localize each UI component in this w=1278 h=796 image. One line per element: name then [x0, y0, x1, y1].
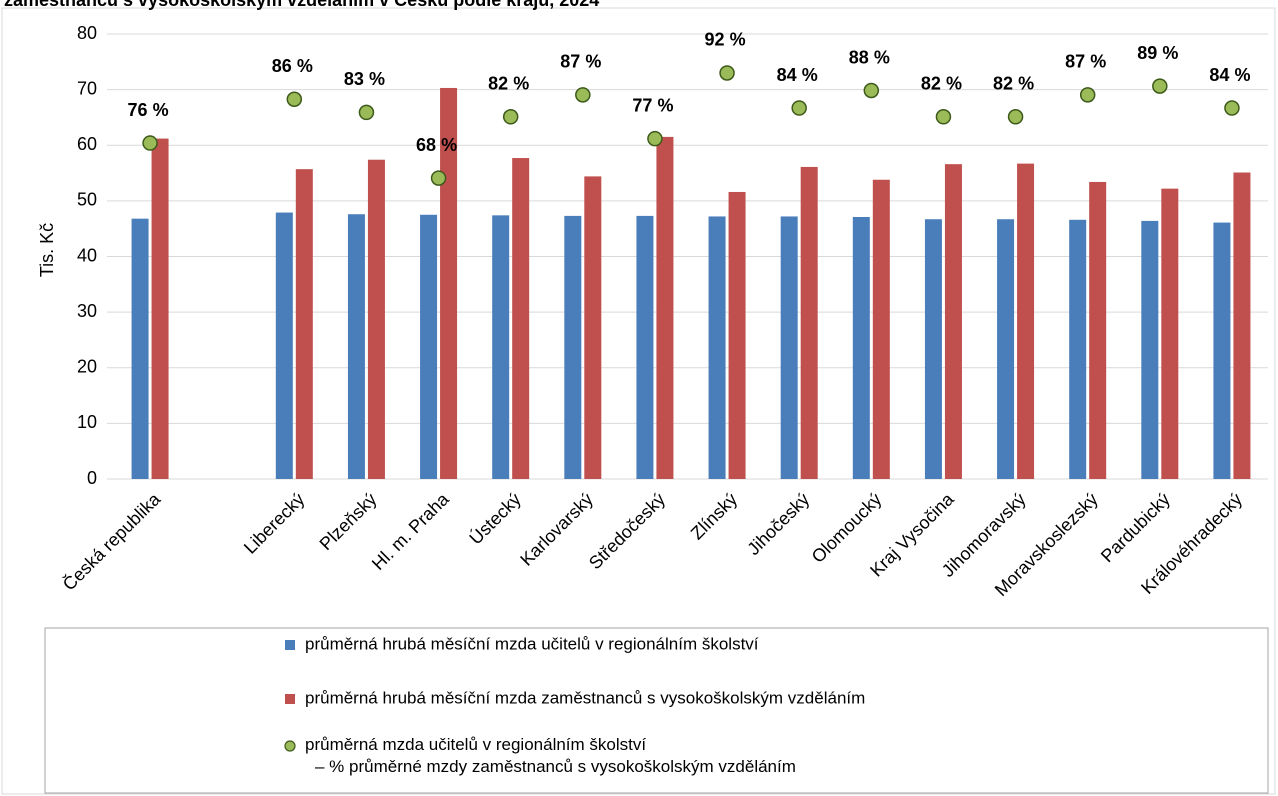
- x-tick-label: Liberecký: [240, 489, 309, 558]
- legend-label: průměrná hrubá měsíční mzda učitelů v re…: [305, 634, 759, 653]
- y-tick-label: 70: [77, 78, 97, 98]
- bar: [295, 169, 313, 479]
- data-label: 68 %: [416, 135, 457, 155]
- bar: [1233, 172, 1251, 479]
- data-label: 92 %: [705, 30, 746, 50]
- y-tick-label: 50: [77, 190, 97, 210]
- data-label: 82 %: [993, 74, 1034, 94]
- marker: [1224, 100, 1240, 116]
- bar: [1213, 222, 1231, 479]
- bar: [780, 216, 798, 479]
- bar: [708, 216, 726, 479]
- marker: [575, 87, 591, 103]
- marker: [647, 130, 663, 147]
- legend-label: průměrná hrubá měsíční mzda zaměstnanců …: [305, 688, 865, 707]
- marker: [358, 104, 375, 121]
- data-label: 88 %: [849, 47, 890, 67]
- bar: [656, 136, 674, 479]
- marker: [1007, 109, 1024, 125]
- bar: [728, 191, 746, 479]
- y-tick-label: 80: [77, 23, 97, 43]
- legend-label: průměrná mzda učitelů v regionálním škol…: [305, 735, 796, 776]
- legend-marker: [285, 694, 295, 704]
- bar: [852, 217, 870, 479]
- x-tick-label: Ústecký: [465, 488, 525, 548]
- bar: [151, 138, 169, 479]
- bar: [492, 215, 510, 479]
- bar: [512, 158, 530, 479]
- data-label: 87 %: [1065, 52, 1106, 72]
- y-tick-label: 40: [77, 245, 97, 265]
- data-label: 77 %: [632, 95, 673, 115]
- marker: [719, 65, 735, 81]
- bar: [800, 166, 818, 479]
- data-label: 89 %: [1137, 43, 1178, 63]
- x-tick-label: Pardubický: [1097, 489, 1174, 566]
- marker: [1079, 87, 1096, 103]
- y-tick-label: 10: [77, 412, 97, 432]
- data-label: 84 %: [1209, 65, 1250, 85]
- marker: [1152, 78, 1168, 94]
- data-label: 84 %: [777, 65, 818, 85]
- bar: [1089, 181, 1107, 479]
- bar: [584, 176, 602, 479]
- bar: [564, 215, 582, 480]
- marker: [502, 109, 519, 125]
- legend-marker: [284, 740, 296, 752]
- data-label: 86 %: [272, 56, 313, 76]
- bar: [1161, 188, 1179, 479]
- bar: [367, 159, 385, 479]
- bar: [131, 218, 149, 480]
- bar: [997, 219, 1015, 479]
- bar: [347, 214, 365, 479]
- y-tick-label: 0: [87, 468, 97, 488]
- bar: [1141, 220, 1159, 479]
- bar: [636, 215, 654, 480]
- y-tick-label: 30: [77, 301, 97, 321]
- x-tick-label: Jihočeský: [743, 489, 813, 559]
- bar: [440, 87, 458, 480]
- marker: [863, 82, 880, 99]
- bar: [872, 179, 890, 480]
- data-label: 82 %: [921, 74, 962, 94]
- y-tick-label: 60: [77, 134, 97, 154]
- chart-border: [1, 7, 1276, 795]
- marker: [142, 135, 158, 151]
- y-axis-label: Tis. Kč: [37, 223, 57, 277]
- bar: [1017, 163, 1035, 479]
- bar: [924, 219, 942, 479]
- x-tick-label: Hl. m. Praha: [368, 488, 454, 574]
- marker: [935, 109, 952, 125]
- x-tick-label: Olomoucký: [808, 489, 886, 567]
- bar: [944, 164, 962, 479]
- data-label: 76 %: [128, 100, 169, 120]
- marker: [791, 100, 807, 116]
- x-tick-label: Česká republika: [58, 488, 165, 595]
- bar: [420, 214, 438, 479]
- data-label: 87 %: [560, 52, 601, 72]
- x-tick-label: Plzeňský: [316, 489, 381, 554]
- x-tick-label: Středočeský: [585, 489, 669, 573]
- data-label: 83 %: [344, 69, 385, 89]
- legend-marker: [285, 640, 295, 650]
- x-tick-label: Karlovarský: [516, 489, 597, 570]
- x-tick-label: Zlínský: [687, 489, 741, 543]
- chart-title: zaměstnanců s vysokoškolským vzděláním v…: [4, 0, 599, 10]
- marker: [430, 170, 447, 186]
- legend-box: [44, 627, 1269, 794]
- marker: [286, 91, 303, 108]
- bar: [275, 212, 293, 479]
- y-tick-label: 20: [77, 357, 97, 377]
- bar: [1069, 219, 1087, 479]
- data-label: 82 %: [488, 74, 529, 94]
